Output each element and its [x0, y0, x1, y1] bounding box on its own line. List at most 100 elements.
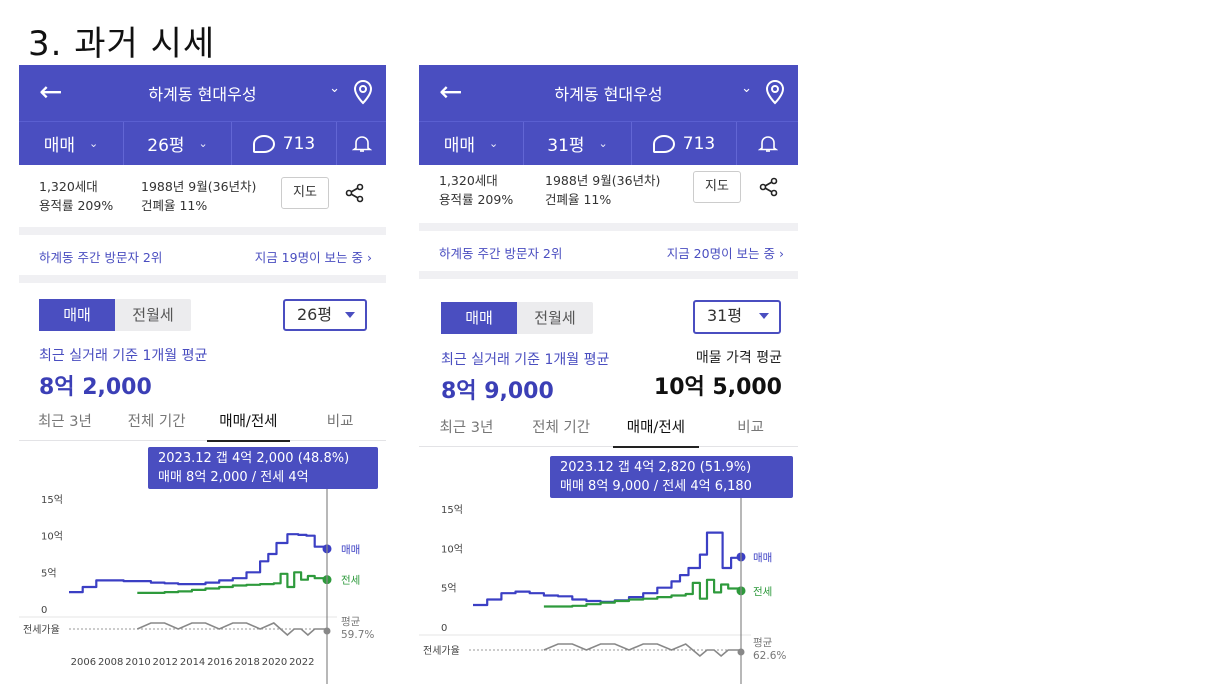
trade-segment: 매매 전월세 [441, 302, 593, 334]
y-tick-label: 5억 [441, 583, 457, 595]
comment-bubble-icon [652, 134, 675, 153]
chevron-down-icon[interactable]: ⌄ [741, 81, 752, 96]
building-coverage: 건폐율 11% [141, 198, 208, 213]
tab-recent-3y[interactable]: 최근 3년 [37, 414, 92, 430]
listing-label: 매물 가격 평균 [695, 350, 782, 366]
tab-compare[interactable]: 비교 [326, 414, 354, 430]
chart-tooltip: 2023.12 갭 4억 2,000 (48.8%) 매매 8억 2,000 /… [148, 447, 378, 489]
phone-panel-31: ← 하계동 현대우성 ⌄ 매매 ⌄ 31평 ⌄ 713 1,320세대 용적률 209… [419, 65, 798, 684]
comment-count: 713 [282, 133, 316, 154]
map-pin-icon[interactable] [764, 79, 786, 105]
period-tabs: 최근 3년 전체 기간 매매/전세 비교 [419, 411, 798, 448]
ratio-end-label: 평균 [753, 637, 773, 649]
caret-down-icon [759, 313, 769, 319]
ratio-end-label: 평균 [341, 616, 361, 628]
bell-icon [757, 135, 778, 152]
trade-segment: 매매 전월세 [39, 299, 191, 331]
arrow-left-icon[interactable]: ← [439, 75, 463, 108]
chevron-down-icon[interactable]: ⌄ [329, 81, 340, 96]
avg-value: 8억 2,000 [39, 375, 152, 400]
notification-button[interactable] [737, 122, 798, 165]
map-button[interactable]: 지도 [693, 171, 741, 203]
notification-button[interactable] [337, 122, 386, 165]
size-filter[interactable]: 26평 ⌄ [124, 122, 232, 165]
comments-button[interactable]: 713 [232, 122, 337, 165]
size-filter[interactable]: 31평 ⌄ [524, 122, 632, 165]
tab-sale-jeonse[interactable]: 매매/전세 [203, 405, 295, 442]
comments-button[interactable]: 713 [632, 122, 737, 165]
x-tick-label: 2010 [125, 657, 150, 668]
filter-bar: 매매 ⌄ 26평 ⌄ 713 [19, 121, 386, 165]
live-viewers[interactable]: 지금 20명이 보는 중 › [667, 243, 784, 262]
size-select[interactable]: 26평 [283, 299, 367, 331]
ratio-end-value: 59.7% [341, 629, 374, 641]
ratio-series-line [543, 643, 741, 658]
apartment-title[interactable]: 하계동 현대우성 [554, 85, 663, 104]
listing-value: 10억 5,000 [653, 375, 782, 400]
filter-bar: 매매 ⌄ 31평 ⌄ 713 [419, 121, 798, 165]
tab-sale-jeonse[interactable]: 매매/전세 [609, 411, 704, 448]
size-select-value: 31평 [707, 306, 743, 325]
ratio-series-line [136, 622, 327, 637]
map-button[interactable]: 지도 [281, 177, 329, 209]
y-tick-label: 15억 [441, 504, 463, 516]
households: 1,320세대 [39, 179, 98, 194]
ratio-end-value: 62.6% [753, 650, 786, 662]
tooltip-line2: 매매 8억 2,000 / 전세 4억 [158, 470, 309, 485]
share-icon[interactable] [759, 177, 779, 197]
chevron-down-icon: ⌄ [198, 137, 208, 150]
y-tick-label: 10억 [441, 543, 463, 555]
chevron-down-icon: ⌄ [598, 137, 608, 150]
segment-rent[interactable]: 전월세 [132, 306, 174, 324]
comment-count: 713 [682, 133, 716, 154]
avg-label: 최근 실거래 기준 1개월 평균 [39, 348, 208, 364]
bell-icon [351, 135, 372, 152]
chevron-down-icon: ⌄ [489, 137, 499, 150]
segment-rent[interactable]: 전월세 [534, 309, 576, 327]
live-viewers[interactable]: 지금 19명이 보는 중 › [255, 247, 372, 266]
size-select-value: 26평 [297, 305, 333, 324]
segment-sale[interactable]: 매매 [39, 299, 115, 331]
x-tick-label: 2014 [180, 657, 205, 668]
phone-panel-26: ← 하계동 현대우성 ⌄ 매매 ⌄ 26평 ⌄ 713 1,320세대 용적률 209… [19, 65, 386, 684]
sale-series-line [69, 533, 329, 594]
visitor-bar[interactable]: 하계동 주간 방문자 2위 지금 20명이 보는 중 › [419, 231, 798, 271]
size-select[interactable]: 31평 [693, 300, 781, 334]
visitor-bar[interactable]: 하계동 주간 방문자 2위 지금 19명이 보는 중 › [19, 235, 386, 275]
apartment-title[interactable]: 하계동 현대우성 [148, 85, 257, 104]
jeonse-series-label: 전세 [753, 586, 772, 598]
y-tick-label: 0 [441, 623, 447, 634]
x-tick-label: 2018 [234, 657, 259, 668]
comment-bubble-icon [252, 134, 275, 153]
live-viewers-text: 지금 20명이 보는 중 [666, 246, 776, 261]
divider [19, 227, 386, 235]
arrow-left-icon[interactable]: ← [39, 75, 63, 108]
trade-type-label: 매매 [443, 136, 476, 156]
trade-type-filter[interactable]: 매매 ⌄ [19, 122, 124, 165]
ratio-label: 전세가율 [23, 624, 60, 636]
segment-sale[interactable]: 매매 [441, 302, 517, 334]
tooltip-line1: 2023.12 갭 4억 2,820 (51.9%) [560, 460, 752, 475]
y-tick-label: 10억 [41, 531, 63, 543]
share-icon[interactable] [345, 183, 365, 203]
trade-type-label: 매매 [43, 136, 76, 156]
divider [19, 275, 386, 283]
tab-all-period[interactable]: 전체 기간 [127, 414, 186, 430]
map-pin-icon[interactable] [352, 79, 374, 105]
ratio-label: 전세가율 [423, 645, 460, 657]
y-tick-label: 15억 [41, 494, 63, 506]
tab-all-period[interactable]: 전체 기간 [532, 420, 591, 436]
trade-type-filter[interactable]: 매매 ⌄ [419, 122, 524, 165]
x-tick-label: 2016 [207, 657, 232, 668]
x-tick-label: 2022 [289, 657, 314, 668]
tab-compare[interactable]: 비교 [737, 420, 764, 436]
y-tick-label: 0 [41, 605, 47, 616]
chevron-right-icon: › [367, 250, 372, 265]
tab-recent-3y[interactable]: 최근 3년 [439, 420, 494, 436]
x-tick-label: 2006 [71, 657, 96, 668]
divider [419, 271, 798, 279]
building-coverage: 건폐율 11% [545, 192, 612, 207]
avg-label: 최근 실거래 기준 1개월 평균 [441, 352, 610, 368]
